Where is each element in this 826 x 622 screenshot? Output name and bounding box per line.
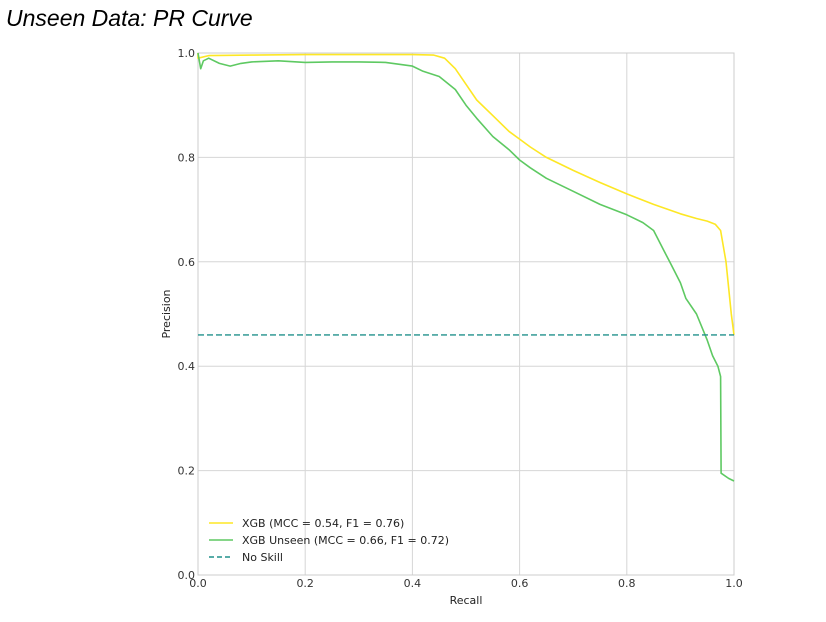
x-axis-label: Recall [450, 594, 483, 607]
series-lines [197, 52, 735, 482]
x-tick-label: 0.8 [618, 577, 636, 590]
x-tick-label: 0.0 [189, 577, 207, 590]
series-line-0 [197, 53, 735, 336]
y-tick-label: 0.4 [178, 360, 196, 373]
y-axis-label: Precision [160, 289, 173, 338]
series-line-1 [197, 52, 735, 482]
plot-frame [197, 52, 735, 576]
legend-entry: XGB (MCC = 0.54, F1 = 0.76) [242, 517, 404, 530]
legend-entry: XGB Unseen (MCC = 0.66, F1 = 0.72) [242, 534, 449, 547]
y-tick-label: 0.0 [178, 569, 196, 582]
x-tick-label: 0.2 [296, 577, 314, 590]
x-tick-label: 0.4 [404, 577, 422, 590]
ticks: 0.0 0.2 0.4 0.6 0.8 1.0 0.0 0.2 0.4 0.6 0.8 1.0 [178, 47, 743, 590]
grid [197, 52, 735, 576]
y-tick-label: 0.8 [178, 151, 196, 164]
y-tick-label: 0.2 [178, 465, 196, 478]
y-tick-label: 1.0 [178, 47, 196, 60]
x-tick-label: 1.0 [725, 577, 743, 590]
page-title: Unseen Data: PR Curve [6, 5, 253, 31]
y-tick-label: 0.6 [178, 256, 196, 269]
x-tick-label: 0.6 [511, 577, 529, 590]
legend-entry: No Skill [242, 551, 283, 564]
legend: XGB (MCC = 0.54, F1 = 0.76) XGB Unseen (M… [209, 517, 449, 564]
